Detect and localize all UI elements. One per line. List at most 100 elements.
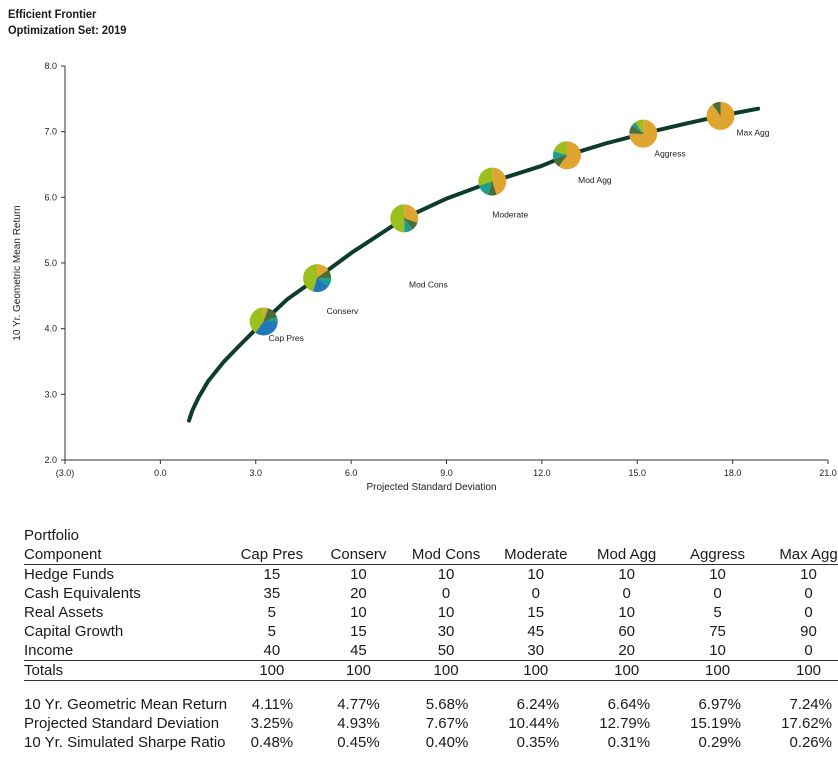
table-cell: 10 [437,604,455,621]
y-tick-label: 7.0 [44,127,57,137]
table-row-label: Capital Growth [24,623,124,640]
table-cell: 10 [709,642,726,659]
portfolio-label: Moderate [492,210,528,220]
pie-slice [487,181,497,196]
table-stat-cell: 12.79% [599,715,651,732]
table-cell: 15 [350,623,367,640]
table-cell: 10 [437,566,455,583]
y-tick-label: 2.0 [44,455,57,465]
pie-slice [255,321,278,336]
pie-slice [706,101,735,130]
table-cell: 0 [804,585,813,602]
table-stat-label: 10 Yr. Simulated Sharpe Ratio [24,734,226,751]
table-cell: 35 [263,585,281,602]
table-total-cell: 100 [228,660,316,681]
table-row-label: Income [24,642,74,659]
table-stat-cell: 0.26% [789,734,832,751]
chart-subtitle: Optimization Set: 2019 [8,23,127,37]
table-header-blank [581,526,672,545]
portfolio-pie: Mod Agg [552,141,612,185]
table-row-label: Hedge Funds [24,566,115,583]
pie-slice [404,218,418,230]
table-cell: 60 [618,623,635,640]
table-cell: 15 [527,604,545,621]
table-cell: 0 [804,642,813,659]
table-stat-cell: 0.48% [250,734,294,751]
pie-slice [312,278,329,293]
pie-slice [478,167,493,186]
table-row: Income 40 45 50 30 20 10 0 [24,641,838,661]
portfolio-label: Mod Cons [409,279,448,289]
pie-slice [390,204,405,233]
pie-slice [478,181,493,195]
table-stat-label: 10 Yr. Geometric Mean Return [24,696,228,713]
table-header-blank [490,526,581,545]
efficient-frontier-chart: 2.0 3.0 4.0 5.0 6.0 7.0 8.0 (3.0) 0.0 3.0 6.0 9.0 12… [12,61,837,493]
table-header-blank [229,526,316,545]
table-cell: 0 [713,585,722,602]
table-stat-cell: 17.62% [781,715,832,732]
table-cell: 5 [267,623,276,640]
table-stat-cell: 0.45% [337,734,380,751]
table-header-blank [672,526,763,545]
table-cell: 30 [527,642,545,659]
pie-slice [631,122,644,134]
pie-slice [629,119,658,148]
table-cell: 40 [263,642,281,659]
table-total-cell: 100 [763,660,838,681]
table-totals-label: Totals [24,660,229,681]
table-column-header: Mod Agg [581,545,673,565]
table-total-cell: 100 [401,660,491,681]
y-tick-label: 3.0 [44,389,57,399]
table-cell: 10 [709,566,726,583]
table-stat-cell: 0.31% [607,734,651,751]
table-stat-row: Projected Standard Deviation 3.25% 4.93% 7.… [24,714,838,733]
portfolio-pie: Mod Cons [390,204,448,289]
x-tick-label: 9.0 [440,468,453,478]
table-cell: 0 [804,604,813,621]
table-stat-cell: 6.24% [516,696,560,713]
table-total-cell: 100 [315,660,402,681]
table-cell: 5 [267,604,276,621]
x-tick-label: 15.0 [628,468,646,478]
table-total-cell: 100 [672,660,763,681]
pie-slice [552,150,567,160]
portfolio-label: Conserv [327,306,359,316]
pie-slice [629,125,644,134]
table-stat-cell: 4.11% [251,696,294,713]
portfolio-pies-layer: Cap Pres Conserv Mod Cons Moderate Mod Agg Ag… [249,101,770,343]
portfolio-label: Max Agg [736,128,769,138]
portfolio-pie: Moderate [478,167,528,220]
x-tick-label: (3.0) [56,468,75,478]
table-stat-cell: 4.93% [337,715,380,732]
x-tick-label: 12.0 [533,468,551,478]
pie-slice [404,218,413,233]
table-row-label: Real Assets [24,604,104,621]
table-cell: 0 [531,585,540,602]
table-stat-cell: 7.67% [425,715,469,732]
x-tick-label: 0.0 [154,468,167,478]
table-stat-cell: 4.77% [337,696,380,713]
portfolio-pie: Cap Pres [249,307,304,343]
table-header-blank [315,526,402,545]
table-header-blank [402,526,491,545]
table-total-cell: 100 [581,660,673,681]
axes-layer: 2.0 3.0 4.0 5.0 6.0 7.0 8.0 (3.0) 0.0 3.0 6.0 9.0 12… [44,61,836,478]
pie-slice [263,308,278,322]
portfolio-pie: Conserv [303,264,359,316]
table-header-blank [763,526,838,545]
x-tick-label: 3.0 [249,468,262,478]
table-stat-row: 10 Yr. Simulated Sharpe Ratio 0.48% 0.45% 0… [24,733,838,752]
x-tick-label: 6.0 [345,468,358,478]
table-cell: 10 [800,566,817,583]
table-row: Capital Growth 5 15 30 45 60 75 90 [24,622,838,641]
table-cell: 90 [800,623,817,640]
table-column-header: Cap Pres [228,545,316,565]
table-cell: 20 [618,642,635,659]
table-cell: 15 [263,566,281,583]
chart-title-block: Efficient Frontier Optimization Set: 201… [8,6,126,38]
x-tick-label: 18.0 [724,468,742,478]
table-stat-cell: 10.44% [508,715,560,732]
table-stat-label: Projected Standard Deviation [24,715,220,732]
pie-slice [249,307,264,333]
